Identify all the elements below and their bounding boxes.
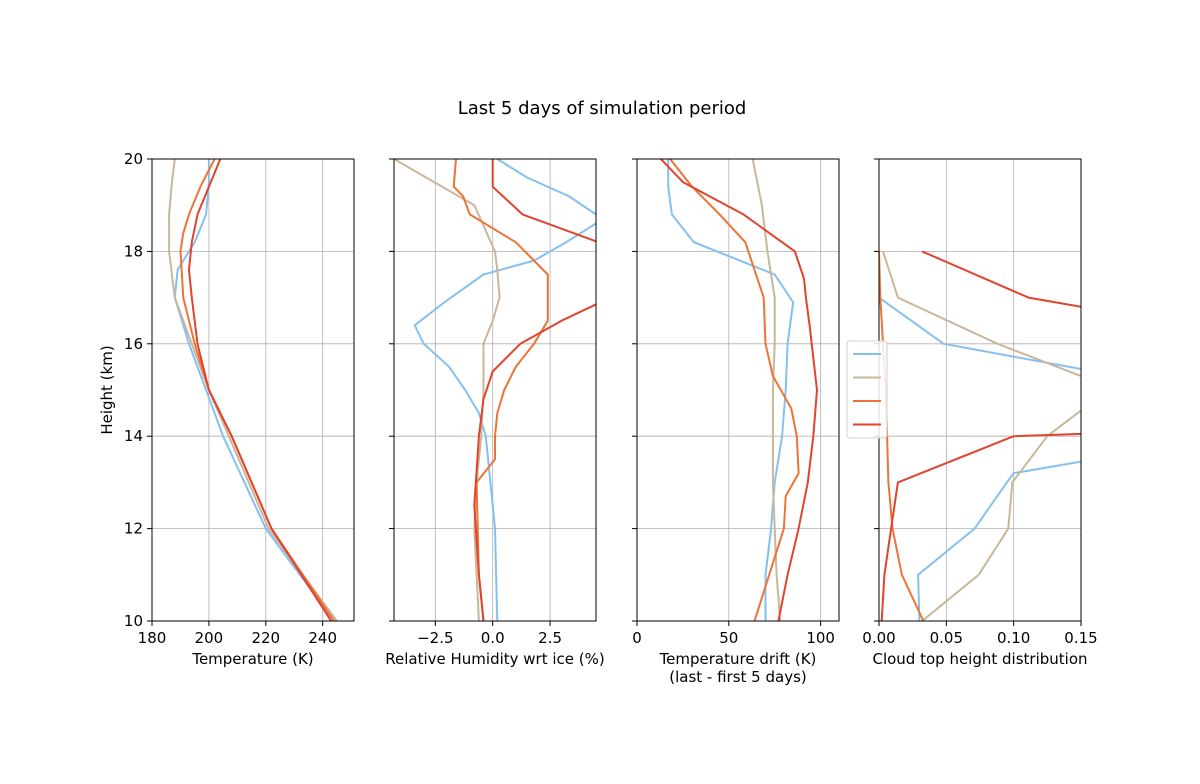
- x-axis-label: Cloud top height distribution: [872, 650, 1087, 668]
- x-tick-label: 0.10: [997, 629, 1030, 647]
- x-axis-label: Temperature drift (K): [659, 650, 817, 668]
- x-tick-label: 0.0: [481, 629, 505, 647]
- legend-box: [846, 340, 888, 439]
- x-tick-label: 0.00: [862, 629, 895, 647]
- y-tick-label: 12: [124, 520, 143, 538]
- series-line-1: [667, 159, 795, 621]
- series-group: [168, 159, 338, 621]
- axes-frame: [636, 158, 840, 622]
- x-axis-label: Relative Humidity wrt ice (%): [385, 650, 605, 668]
- panels: 180 200 220 240 10 12 14 16 18 20 Temperature (K) −…: [124, 150, 1098, 686]
- y-tick-label: 20: [124, 150, 143, 168]
- x-tick-label: 220: [251, 629, 280, 647]
- x-tick-label: −2.5: [417, 629, 453, 647]
- axes-frame: [151, 158, 355, 622]
- panel-2: −2.5 0.0 2.5 Relative Humidity wrt ice (%): [385, 158, 605, 668]
- x-axis-label-line2: (last - first 5 days): [669, 668, 807, 686]
- legend: [846, 340, 888, 439]
- series-line-4: [188, 159, 333, 621]
- y-tick-label: 14: [124, 427, 143, 445]
- x-tick-label: 240: [308, 629, 337, 647]
- panel-3: 0 50 100 Temperature drift (K)(last - first…: [632, 158, 840, 686]
- series-line-2: [394, 159, 501, 621]
- series-line-4: [880, 250, 1081, 621]
- x-tick-label: 200: [195, 629, 224, 647]
- x-tick-label: 0: [632, 629, 642, 647]
- x-tick-label: 2.5: [538, 629, 562, 647]
- axes-frame: [393, 158, 597, 622]
- series-line-2: [168, 159, 338, 621]
- series-line-1: [413, 159, 596, 621]
- series-group: [394, 159, 596, 621]
- x-tick-label: 180: [138, 629, 167, 647]
- series-line-2: [882, 251, 1081, 621]
- y-tick-label: 18: [124, 242, 143, 260]
- y-axis-label: Height (km): [98, 345, 116, 434]
- figure-title: Last 5 days of simulation period: [458, 98, 747, 119]
- panel-1: 180 200 220 240 10 12 14 16 18 20 Temperature (K): [124, 150, 355, 668]
- x-axis-label: Temperature (K): [191, 650, 313, 668]
- series-line-3: [669, 159, 800, 621]
- series-line-1: [879, 251, 1081, 621]
- axes-frame: [878, 158, 1082, 622]
- x-tick-label: 100: [806, 629, 835, 647]
- series-group: [660, 159, 818, 621]
- series-line-1: [173, 159, 335, 621]
- y-tick-label: 10: [124, 612, 143, 630]
- x-tick-label: 0.05: [930, 629, 963, 647]
- panel-4: 0.00 0.05 0.10 0.15 Cloud top height distrib…: [862, 158, 1098, 668]
- series-line-3: [452, 159, 549, 621]
- series-line-3: [179, 159, 335, 621]
- y-tick-label: 16: [124, 335, 143, 353]
- x-tick-label: 50: [719, 629, 738, 647]
- x-tick-label: 0.15: [1064, 629, 1097, 647]
- series-line-4: [473, 159, 596, 621]
- series-line-4: [660, 159, 818, 621]
- series-line-2: [751, 159, 782, 621]
